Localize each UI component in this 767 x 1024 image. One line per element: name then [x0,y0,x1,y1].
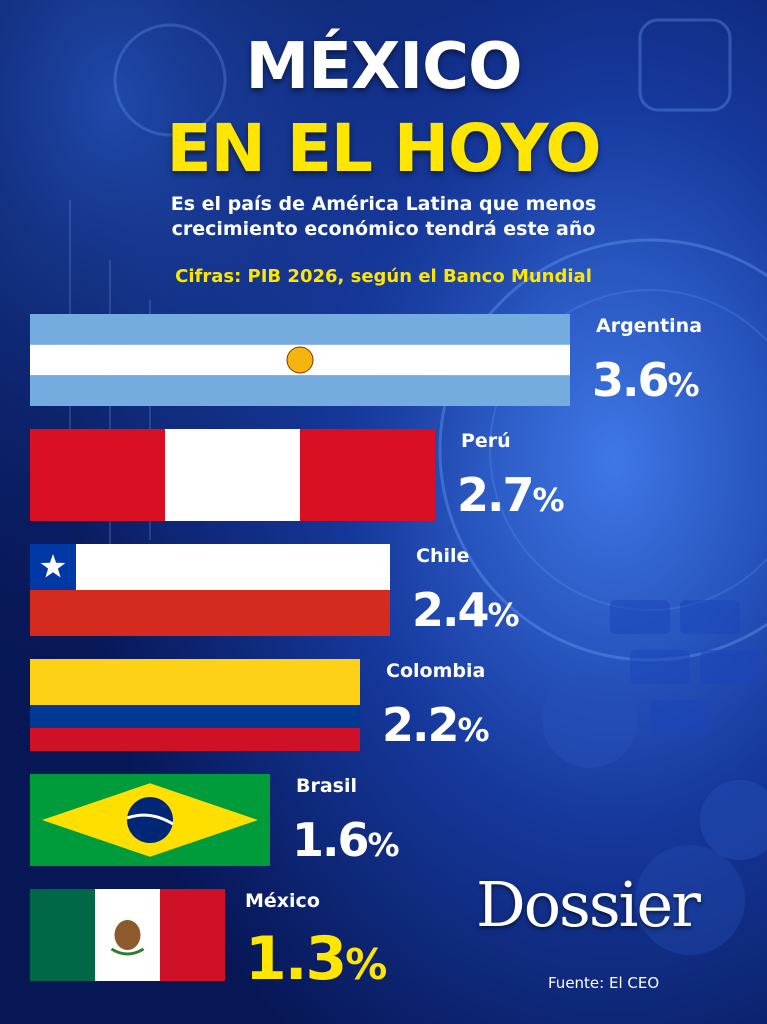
category-label: Perú [461,430,511,452]
value-label: 2.2% [382,698,490,752]
category-label: Colombia [386,660,485,682]
page-title-line1: MÉXICO [245,30,523,104]
bar-1 [30,314,570,406]
category-label: Argentina [596,315,702,337]
subtitle: Es el país de América Latina que menos c… [0,192,767,242]
category-label: Chile [416,545,469,567]
bar-4 [30,659,360,751]
category-label: México [245,890,320,912]
category-label: Brasil [296,775,357,797]
bar-3 [30,544,390,636]
bar-5 [30,774,270,866]
value-label: 3.6% [592,353,700,407]
value-label: 2.4% [412,583,520,637]
value-label: 1.6% [292,813,400,867]
source-note: Fuente: El CEO [548,974,660,992]
subtitle-line2: crecimiento económico tendrá este año [171,218,596,240]
data-note: Cifras: PIB 2026, según el Banco Mundial [175,266,592,287]
subtitle-line1: Es el país de América Latina que menos [170,193,597,215]
bar-2 [30,429,435,521]
page-title-line2: EN EL HOYO [166,110,602,187]
bar-6 [30,889,225,981]
value-label: 2.7% [457,468,565,522]
brand-logo: Dossier [476,868,701,941]
value-label: 1.3% [245,924,386,994]
